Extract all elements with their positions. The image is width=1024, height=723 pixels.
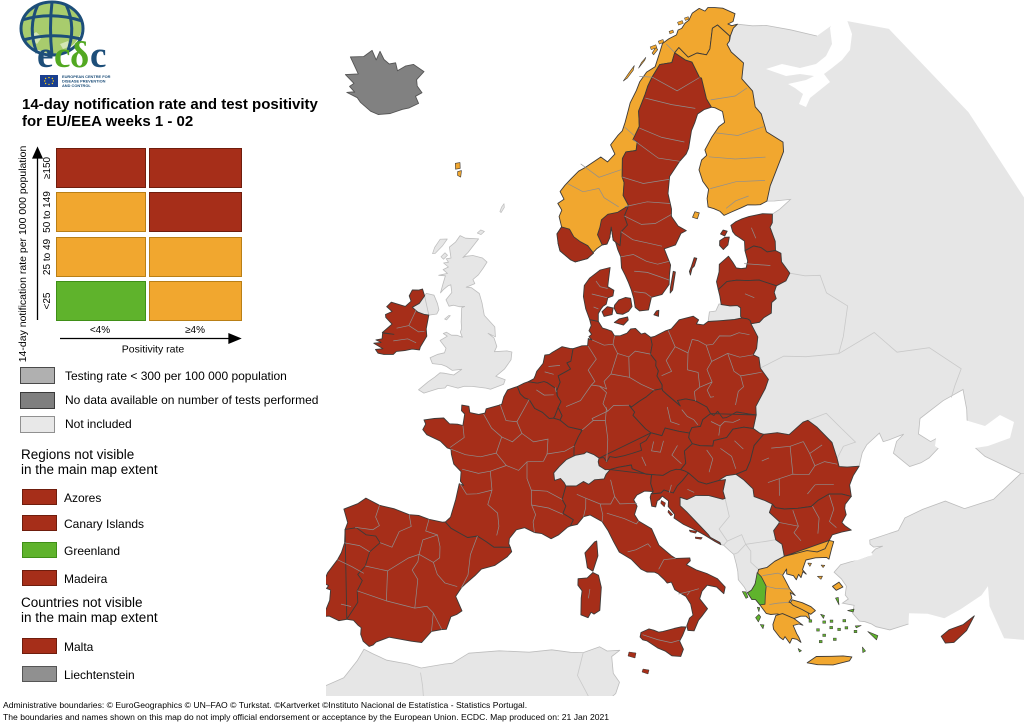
svg-text:c: c: [54, 35, 70, 76]
svg-text:e: e: [37, 35, 53, 76]
svg-text:14-day notification rate per 1: 14-day notification rate per 100 000 pop…: [17, 146, 29, 363]
svg-text:50 to 149: 50 to 149: [42, 191, 53, 233]
svg-text:c: c: [90, 35, 106, 76]
svg-text:<25: <25: [42, 292, 53, 309]
svg-text:≥4%: ≥4%: [185, 325, 205, 336]
svg-text:25 to 49: 25 to 49: [42, 238, 53, 275]
svg-text:δ: δ: [70, 35, 89, 76]
svg-text:<4%: <4%: [90, 325, 110, 336]
svg-text:DISEASE PREVENTION: DISEASE PREVENTION: [62, 79, 106, 84]
svg-text:EUROPEAN CENTRE FOR: EUROPEAN CENTRE FOR: [62, 74, 111, 79]
svg-text:≥150: ≥150: [42, 156, 53, 179]
svg-text:Positivity rate: Positivity rate: [122, 344, 185, 356]
svg-text:AND CONTROL: AND CONTROL: [62, 83, 91, 88]
